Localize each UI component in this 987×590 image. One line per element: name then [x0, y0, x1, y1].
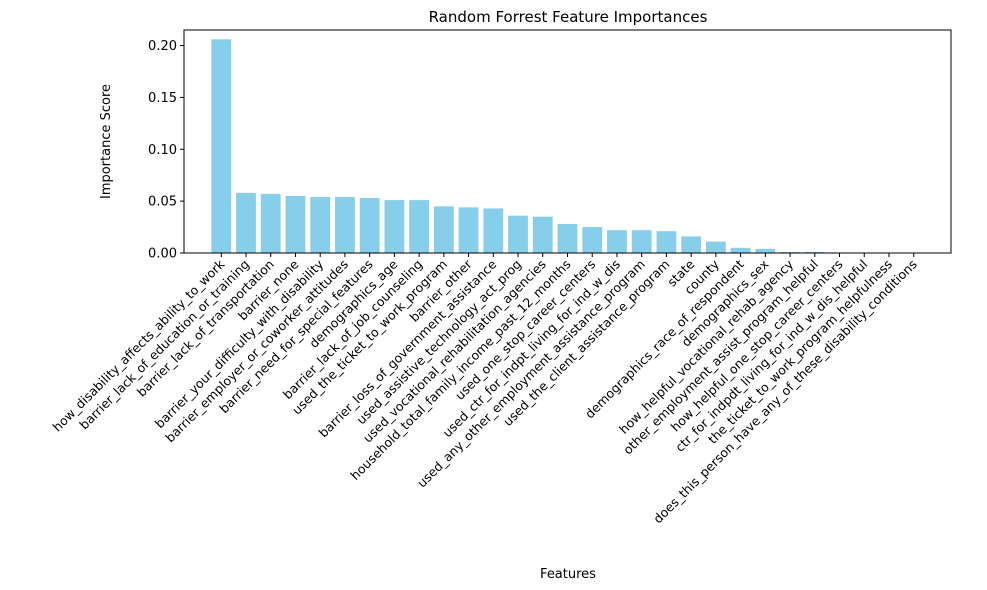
bar [755, 248, 776, 253]
bar [335, 196, 355, 253]
bar [631, 230, 652, 253]
y-tick-label: 0.10 [148, 143, 177, 158]
bar [780, 251, 800, 253]
bar [705, 241, 726, 253]
bar [681, 236, 702, 253]
x-axis-label: Features [540, 567, 596, 582]
bar [508, 215, 528, 253]
y-axis-label: Importance Score [99, 84, 114, 199]
bar-series [211, 39, 924, 253]
bar [260, 193, 281, 253]
chart-title: Random Forrest Feature Importances [429, 8, 708, 26]
bar [804, 251, 825, 253]
bar [656, 231, 677, 253]
bar [532, 216, 553, 253]
y-tick-label: 0.05 [148, 195, 177, 210]
bar [409, 200, 430, 253]
bar [236, 192, 256, 253]
bar [607, 230, 627, 253]
bar [730, 247, 751, 253]
bar [582, 227, 603, 253]
x-axis: how_disability_affects_ability_to_workba… [49, 253, 920, 526]
bar [310, 196, 331, 253]
bar [557, 223, 578, 253]
y-tick-label: 0.20 [148, 39, 177, 54]
y-tick-label: 0.00 [148, 247, 177, 262]
bar [359, 198, 380, 253]
bar [211, 39, 232, 253]
bar [285, 195, 306, 253]
y-axis: 0.00 0.05 0.10 0.15 0.20 [148, 39, 184, 262]
bar [483, 208, 504, 253]
bar [433, 206, 454, 253]
bar [384, 200, 405, 253]
y-tick-label: 0.15 [148, 91, 177, 106]
bar [458, 207, 479, 253]
